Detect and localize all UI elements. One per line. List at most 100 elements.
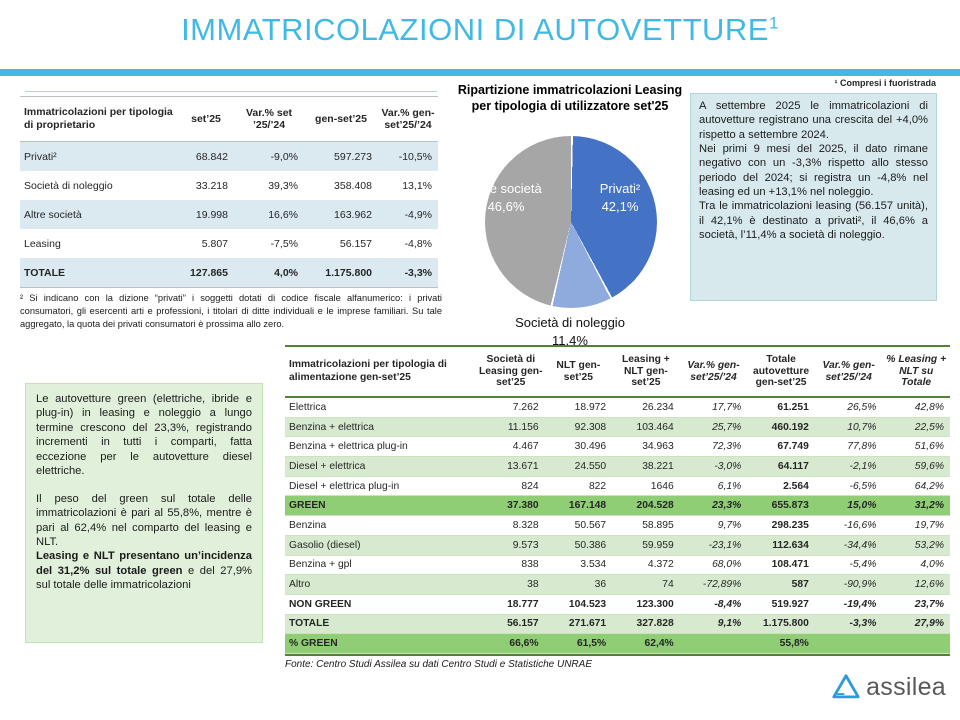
row-cell: 92.308 [574,421,607,433]
row-cell: 8.328 [512,519,539,531]
footnote-privati: ² Si indicano con la dizione “privati” i… [20,293,442,330]
row-cell: 4.372 [647,559,674,571]
divider-bar [0,69,960,76]
column-header: % Leasing + NLT su Totale [886,353,947,389]
table-row: Gasolio (diesel) 9.573 50.386 59.959 -23,1% 1… [285,535,950,556]
row-cell: 5.807 [201,237,228,250]
row-cell: 587 [791,579,809,591]
row-cell: 838 [521,559,539,571]
row-cell: 34.963 [642,441,674,453]
pie-label-altre-societa: Altre società 46,6% [466,180,546,215]
row-cell: 53,2% [914,539,944,551]
row-label: TOTALE [289,618,330,630]
row-cell: 59,6% [914,460,944,472]
column-header: Totale autovetture gen-set’25 [753,353,810,389]
column-header: Var.% gen-set’25/’24 [381,106,435,131]
row-cell: 4.467 [512,441,539,453]
page-title: IMMATRICOLAZIONI DI AUTOVETTURE1 [181,12,779,47]
fuel-table: Immatricolazioni per tipologia di alimen… [285,345,950,656]
pie-slice-value: 42,1% [601,198,639,214]
source-note: Fonte: Centro Studi Assilea su dati Cent… [285,659,592,670]
row-cell: -4,9% [404,208,432,221]
pie-chart-title: Ripartizione immatricolazioni Leasing pe… [457,83,683,114]
commentary-box-september: A settembre 2025 le immatricolazioni di … [690,93,937,301]
commentary-box-green: Le autovetture green (elettriche, ibride… [25,383,263,643]
page-title-text: IMMATRICOLAZIONI DI AUTOVETTURE [181,12,769,47]
owner-table-body: Privati² 68.842 -9,0% 597.273 -10,5% Società … [20,142,438,288]
table-row: GREEN 37.380 167.148 204.528 23,3% 655.873 15,… [285,496,950,517]
column-header: gen-set’25 [315,112,367,125]
fuel-table-body: Elettrica 7.262 18.972 26.234 17,7% 61.251 26,… [285,398,950,656]
row-cell: -6,5% [849,480,877,492]
row-cell: -7,5% [270,237,298,250]
row-cell: 25,7% [712,421,742,433]
footnote-fuoristrada: ¹ Compresi i fuoristrada [834,78,936,88]
row-cell: 1646 [650,480,674,492]
row-cell: 112.634 [772,539,809,551]
row-cell: -2,1% [849,460,877,472]
row-cell: 26.234 [642,401,674,413]
row-cell: 108.471 [771,559,809,571]
row-cell: 597.273 [334,150,372,163]
row-cell: 460.192 [771,421,809,433]
row-cell: 51,6% [914,441,944,453]
row-cell: 4,0% [274,266,298,279]
page-title-wrap: IMMATRICOLAZIONI DI AUTOVETTURE1 [0,12,960,48]
column-header: Leasing + NLT gen-set’25 [622,353,670,389]
commentary-bold-text: Leasing e NLT presentano un’incidenza de… [36,550,252,577]
row-cell: 19.998 [195,208,228,221]
row-cell: -3,3% [849,618,877,630]
row-cell: 38 [527,579,539,591]
row-label: Benzina + elettrica [289,421,374,433]
row-cell: 30.496 [574,441,607,453]
row-cell: 56.157 [507,618,539,630]
row-cell: 13.671 [507,460,539,472]
row-cell: 55,8% [779,638,809,650]
row-label: Leasing [24,237,61,250]
table-row: NON GREEN 18.777 104.523 123.300 -8,4% 519.92… [285,595,950,615]
pie-label-noleggio: Società di noleggio 11,4% [450,314,690,350]
row-cell: 50.567 [574,519,607,531]
row-cell: 271.671 [568,618,607,630]
row-cell: 16,6% [268,208,298,221]
row-cell: 31,2% [914,500,944,512]
column-header: Var.% gen-set’25/’24 [822,359,875,383]
row-cell: 64,2% [914,480,944,492]
row-cell: 127.865 [190,266,228,279]
table-row: Benzina + elettrica plug-in 4.467 30.496 34… [285,437,950,458]
row-cell: 50.386 [574,539,607,551]
row-cell: 104.523 [568,598,607,610]
row-cell: 37.380 [507,500,539,512]
row-cell: 59.959 [642,539,674,551]
column-header: Immatricolazioni per tipologia di alimen… [289,359,447,383]
row-cell: 167.148 [568,500,607,512]
row-cell: 9,7% [717,519,742,531]
commentary-paragraph: A settembre 2025 le immatricolazioni di … [699,100,928,141]
row-label: NON GREEN [289,598,352,610]
row-label: Benzina + elettrica plug-in [289,441,408,453]
column-header: Immatricolazioni per tipologia di propri… [24,106,173,131]
pie-slice-label: Società di noleggio [515,315,625,330]
table-row: Elettrica 7.262 18.972 26.234 17,7% 61.251 26,… [285,398,950,418]
row-cell: 64.117 [777,460,809,472]
table-row: Benzina + gpl 838 3.534 4.372 68,0% 108.471 -5… [285,556,950,576]
pie-chart [485,136,657,308]
table-row: Altre società 19.998 16,6% 163.962 -4,9% [20,200,438,229]
row-label: Altro [289,579,311,591]
table-row: Benzina + elettrica 11.156 92.308 103.464 25… [285,417,950,438]
row-cell: 24.550 [574,460,607,472]
commentary-text: e del 27,9% sul totale delle immatricola… [36,564,252,592]
row-label: TOTALE [24,266,66,279]
row-cell: 123.300 [636,598,674,610]
owner-table-header: Immatricolazioni per tipologia di propri… [20,96,438,142]
table-row: Leasing 5.807 -7,5% 56.157 -4,8% [20,229,438,258]
row-label: Diesel + elettrica [289,460,366,472]
row-cell: -9,0% [270,150,298,163]
row-cell: 77,8% [847,441,877,453]
row-cell: 824 [521,480,539,492]
table-row: Diesel + elettrica 13.671 24.550 38.221 -3,0… [285,457,950,477]
row-cell: 822 [588,480,607,492]
row-label: Privati² [24,150,57,163]
row-cell: 12,6% [914,579,944,591]
row-cell: 1.175.800 [763,618,809,630]
